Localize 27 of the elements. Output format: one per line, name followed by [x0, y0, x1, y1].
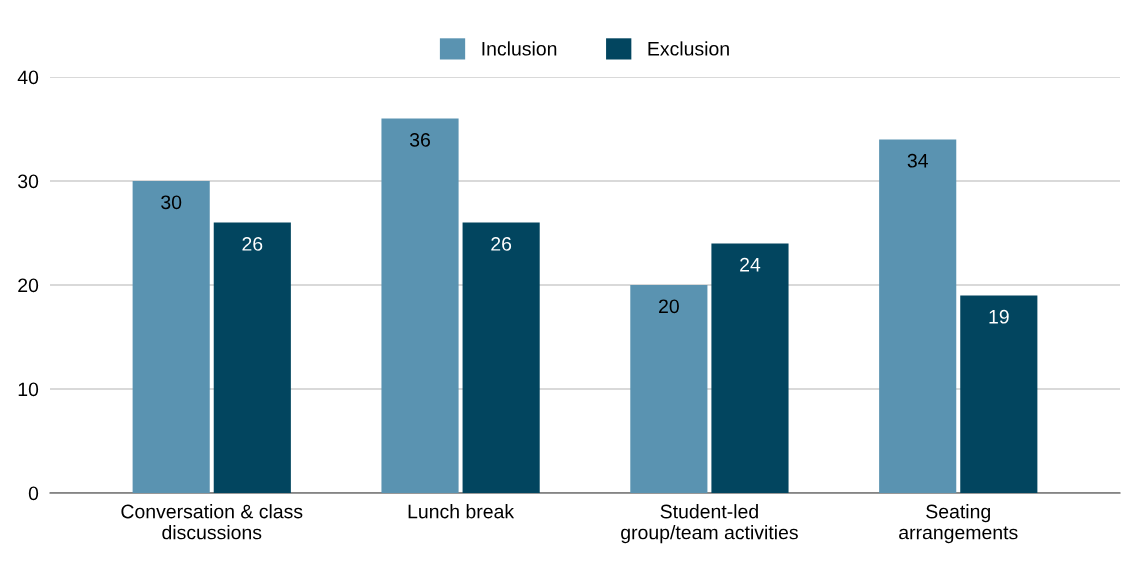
data-label: 34	[907, 153, 928, 168]
bar	[213, 222, 291, 493]
data-label: 26	[242, 237, 263, 251]
y-tick-label: 0	[28, 486, 39, 501]
y-tick-label: 40	[17, 70, 39, 85]
y-tick-label: 30	[18, 174, 39, 189]
data-label: 24	[740, 257, 761, 272]
bar	[462, 222, 540, 493]
data-label: 30	[161, 195, 182, 210]
bar	[711, 243, 789, 493]
data-label: 20	[659, 299, 679, 314]
legend-label: Exclusion	[648, 41, 729, 56]
data-label: 36	[409, 133, 430, 147]
x-tick-label: Student-led group/team activities	[621, 504, 798, 544]
x-tick-label: Conversation & class discussions	[121, 504, 303, 540]
x-tick-label: Lunch break	[408, 504, 515, 519]
data-label: 26	[491, 237, 512, 251]
y-tick-label: 10	[18, 382, 39, 397]
bar	[879, 139, 957, 493]
bar	[381, 118, 459, 493]
y-tick-label: 20	[18, 278, 39, 293]
x-tick-label: Seating arrangements	[899, 504, 1018, 544]
legend-label: Inclusion	[482, 41, 557, 56]
bar	[630, 285, 708, 493]
bar	[132, 181, 210, 493]
bar	[960, 295, 1038, 493]
data-label: 19	[989, 309, 1009, 324]
